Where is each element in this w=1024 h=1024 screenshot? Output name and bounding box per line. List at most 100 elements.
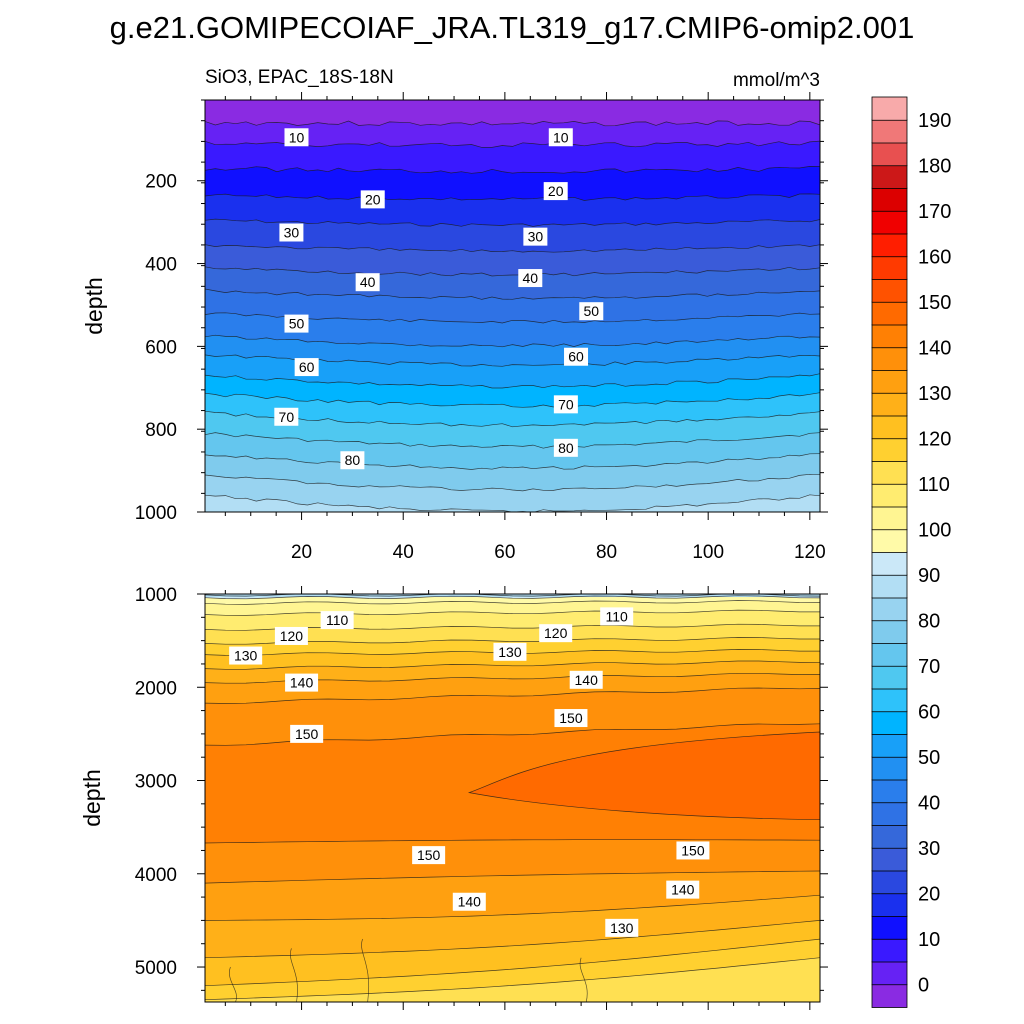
- colorbar-box-0: [871, 983, 908, 1008]
- contour-label-bg: [285, 673, 319, 692]
- lower-deep-contour-125: [205, 938, 820, 987]
- contour-label-bg: [284, 128, 309, 147]
- colorbar: 0 10 20 30 40 50 60 70 80 90 100 110 120 130 140 150 160…: [871, 96, 951, 1008]
- lower-deep-contour-130: [205, 920, 820, 959]
- upper-contour-85: [205, 473, 820, 492]
- y-tick-label-200: 200: [145, 172, 177, 193]
- colorbar-box-75: [871, 642, 908, 667]
- contour-label-bg: [229, 646, 263, 665]
- contour-label: 80: [340, 451, 365, 470]
- contour-label-text: 120: [544, 625, 568, 641]
- y-tick-label-1000: 1000: [135, 503, 177, 524]
- colorbar-box-10: [871, 938, 908, 963]
- contour-label-text: 70: [279, 409, 295, 425]
- contour-label: 110: [320, 611, 354, 630]
- lower-deep-contour-120: [205, 957, 820, 1001]
- contour-label-text: 10: [289, 129, 305, 145]
- upper-contour-60: [205, 373, 820, 389]
- contour-label: 110: [600, 607, 634, 626]
- upper-contour-35: [205, 266, 820, 277]
- contour-label-bg: [274, 626, 308, 645]
- colorbar-box-15: [871, 915, 908, 940]
- contour-label-bg: [290, 724, 324, 743]
- contour-label-text: 130: [234, 648, 258, 664]
- contour-label: 120: [539, 624, 573, 643]
- colorbar-box-30: [871, 847, 908, 872]
- upper-y-axis-label: depth: [81, 277, 107, 335]
- upper-contour-40: [205, 288, 820, 300]
- lower-deep-contour-140: [205, 870, 820, 884]
- contour-label: 10: [548, 128, 573, 147]
- colorbar-box-120: [871, 437, 908, 462]
- upper-contour-15: [205, 166, 820, 174]
- lower-band-90: [205, 594, 820, 597]
- colorbar-box-115: [871, 460, 908, 485]
- y-tick-label-600: 600: [145, 337, 177, 358]
- contour-label-bg: [452, 892, 486, 911]
- colorbar-box-55: [871, 733, 908, 758]
- contour-label-bg: [360, 190, 385, 209]
- lower-contour-105: [205, 600, 820, 605]
- contour-label: 140: [666, 880, 700, 899]
- x-tick-label-100: 100: [692, 542, 724, 563]
- upper-contour-25: [205, 218, 820, 227]
- lower-contour-140: [205, 687, 820, 704]
- y-tick-label-800: 800: [145, 420, 177, 441]
- contour-label-text: 110: [606, 608, 629, 624]
- contour-label-bg: [543, 182, 568, 201]
- colorbar-box-105: [871, 506, 908, 531]
- colorbar-box-50: [871, 756, 908, 781]
- contour-label-text: 110: [326, 612, 349, 628]
- lower-plot-frame: [204, 593, 821, 1003]
- contour-label-bg: [554, 709, 588, 728]
- contour-label-text: 80: [558, 440, 574, 456]
- y-tick-label-5000: 5000: [135, 958, 177, 979]
- contour-label-text: 40: [360, 274, 376, 290]
- contour-label: 20: [360, 190, 385, 209]
- colorbar-box-45: [871, 779, 908, 804]
- chart-subtitle-left: SiO3, EPAC_18S-18N: [205, 67, 394, 88]
- colorbar-box-190: [871, 119, 908, 144]
- contour-label-bg: [539, 624, 573, 643]
- contour-label-bg: [553, 438, 578, 457]
- contour-label-bg: [676, 841, 710, 860]
- contour-label-bg: [274, 407, 299, 426]
- colorbar-label-50: 50: [918, 747, 940, 769]
- upper-contour-5: [205, 120, 820, 127]
- contour-label-bg: [605, 918, 639, 937]
- colorbar-box-40: [871, 801, 908, 826]
- contour-label: 30: [279, 223, 304, 242]
- colorbar-label-170: 170: [918, 201, 951, 223]
- colorbar-box-85: [871, 597, 908, 622]
- lower-bottom-contour-3: [579, 957, 588, 1002]
- upper-contour-70: [205, 410, 820, 428]
- upper-contour-90: [205, 494, 820, 512]
- lower-bottom-contour-2: [361, 938, 369, 1002]
- contour-label-bg: [553, 395, 578, 414]
- contour-label: 50: [579, 302, 604, 321]
- colorbar-label-80: 80: [918, 610, 940, 632]
- colorbar-label-130: 130: [918, 383, 951, 405]
- contour-label: 80: [553, 438, 578, 457]
- colorbar-label-180: 180: [918, 155, 951, 177]
- contour-label-bg: [355, 273, 380, 292]
- contour-label: 150: [412, 846, 446, 865]
- contour-label-bg: [523, 227, 548, 246]
- contour-label-text: 140: [458, 894, 482, 910]
- colorbar-box-135: [871, 369, 908, 394]
- contour-label-text: 140: [671, 882, 695, 898]
- colorbar-label-60: 60: [918, 701, 940, 723]
- colorbar-label-40: 40: [918, 792, 940, 814]
- contour-label-text: 30: [284, 225, 300, 241]
- colorbar-label-120: 120: [918, 428, 951, 450]
- upper-contour-80: [205, 453, 820, 470]
- upper-plot-frame: [204, 99, 821, 513]
- contour-label-text: 40: [523, 270, 539, 286]
- contour-label: 120: [274, 626, 308, 645]
- upper-filled-contours: [205, 100, 820, 512]
- upper-contour-50: [205, 334, 820, 348]
- colorbar-box-175: [871, 187, 908, 212]
- lower-deep-contour-135: [205, 894, 820, 921]
- chart-units: mmol/m^3: [733, 70, 820, 91]
- contour-label-text: 20: [365, 191, 381, 207]
